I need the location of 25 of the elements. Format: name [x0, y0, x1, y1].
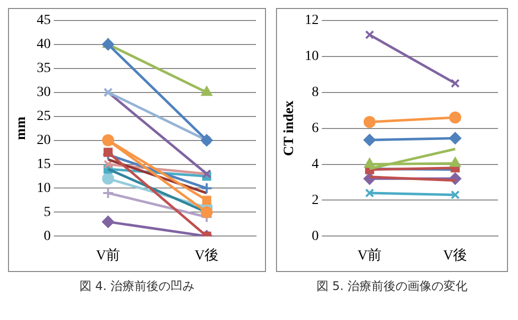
y-tick-label: 25 — [36, 108, 51, 124]
y-tick-label: 0 — [44, 228, 51, 244]
y-axis-title: CT index — [282, 100, 298, 156]
x-tick-label: V前 — [358, 247, 382, 264]
y-tick-label: 12 — [304, 13, 319, 28]
y-tick-label: 30 — [36, 85, 51, 100]
y-tick-label: 20 — [36, 132, 51, 148]
x-tick-label: V後 — [443, 247, 468, 264]
y-tick-label: 15 — [36, 156, 51, 172]
text: 図 4. 治療前後の凹み — [79, 278, 195, 295]
y-tick-label: 10 — [36, 180, 51, 196]
text: 図 5. 治療前後の画像の変化 — [316, 278, 468, 295]
y-tick-label: 10 — [304, 49, 319, 64]
y-tick-label: 35 — [36, 61, 51, 76]
y-tick-label: 2 — [312, 192, 319, 208]
y-tick-label: 4 — [312, 156, 319, 172]
y-tick-label: 6 — [312, 120, 319, 136]
x-tick-label: V前 — [96, 247, 120, 264]
y-tick-label: 45 — [36, 13, 51, 28]
y-tick-label: 8 — [312, 85, 319, 100]
y-tick-label: 0 — [312, 228, 319, 244]
y-tick-label: 5 — [44, 204, 51, 220]
y-tick-label: 40 — [36, 37, 51, 52]
x-tick-label: V後 — [194, 247, 219, 264]
y-axis-title: mm — [14, 116, 30, 140]
